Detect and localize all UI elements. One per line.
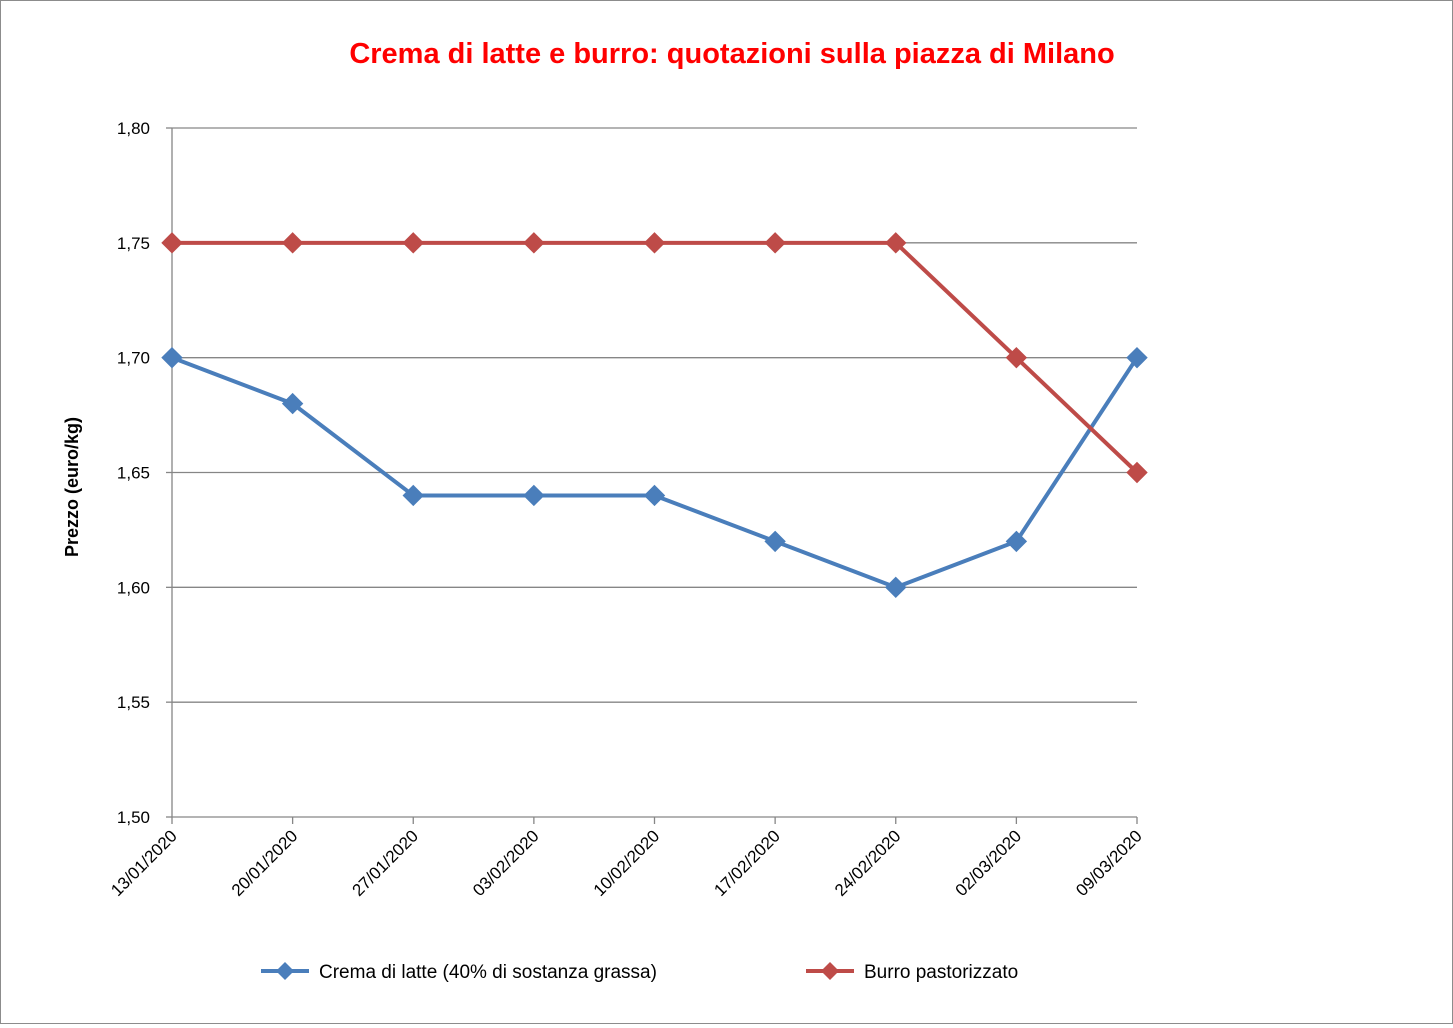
x-tick-label: 24/02/2020 bbox=[831, 826, 905, 900]
x-tick-label: 02/03/2020 bbox=[952, 826, 1026, 900]
data-point-marker bbox=[162, 348, 182, 368]
legend: Crema di latte (40% di sostanza grassa) B… bbox=[261, 962, 1018, 983]
data-point-marker bbox=[283, 233, 303, 253]
data-point-marker bbox=[1006, 531, 1026, 551]
legend-marker bbox=[276, 962, 294, 980]
y-tick-labels: 1,50 1,55 1,60 1,65 1,70 1,75 1,80 bbox=[117, 119, 150, 827]
y-tick-label: 1,50 bbox=[117, 808, 150, 827]
x-tick-label: 03/02/2020 bbox=[469, 826, 543, 900]
x-tick-labels: 13/01/2020 20/01/2020 27/01/2020 03/02/2020… bbox=[107, 826, 1146, 900]
y-tick-label: 1,70 bbox=[117, 349, 150, 368]
chart-title: Crema di latte e burro: quotazioni sulla… bbox=[349, 38, 1114, 70]
y-axis-title: Prezzo (euro/kg) bbox=[62, 417, 82, 557]
x-tick-label: 10/02/2020 bbox=[590, 826, 664, 900]
x-tick-label: 13/01/2020 bbox=[107, 826, 181, 900]
data-point-marker bbox=[765, 233, 785, 253]
x-tick-label: 17/02/2020 bbox=[710, 826, 784, 900]
x-tick-label: 27/01/2020 bbox=[348, 826, 422, 900]
data-point-marker bbox=[1127, 348, 1147, 368]
legend-label: Burro pastorizzato bbox=[864, 962, 1018, 983]
legend-item: Crema di latte (40% di sostanza grassa) bbox=[261, 962, 657, 983]
data-point-marker bbox=[886, 577, 906, 597]
data-point-marker bbox=[524, 485, 544, 505]
data-point-marker bbox=[645, 485, 665, 505]
legend-label: Crema di latte (40% di sostanza grassa) bbox=[319, 962, 657, 983]
y-tick-label: 1,80 bbox=[117, 119, 150, 138]
y-tick-label: 1,55 bbox=[117, 693, 150, 712]
data-point-marker bbox=[524, 233, 544, 253]
y-tick-label: 1,60 bbox=[117, 578, 150, 597]
x-tick-label: 20/01/2020 bbox=[228, 826, 302, 900]
x-tick-label: 09/03/2020 bbox=[1072, 826, 1146, 900]
legend-item: Burro pastorizzato bbox=[806, 962, 1018, 983]
series-lines bbox=[162, 233, 1147, 598]
data-point-marker bbox=[162, 233, 182, 253]
gridlines bbox=[172, 128, 1137, 702]
y-tick-label: 1,75 bbox=[117, 234, 150, 253]
y-tick-label: 1,65 bbox=[117, 464, 150, 483]
data-point-marker bbox=[645, 233, 665, 253]
axes bbox=[166, 128, 1137, 824]
legend-marker bbox=[821, 962, 839, 980]
data-point-marker bbox=[765, 531, 785, 551]
data-point-marker bbox=[403, 233, 423, 253]
